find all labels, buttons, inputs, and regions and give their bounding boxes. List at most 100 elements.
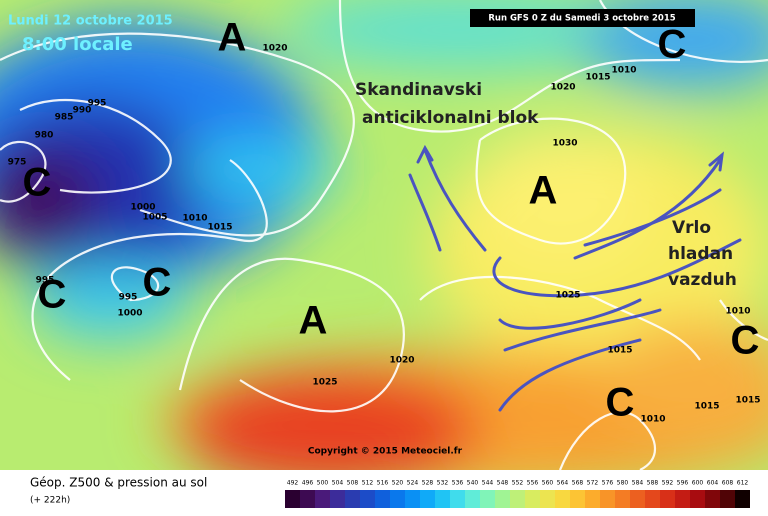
scale-label: 544: [482, 480, 494, 487]
scale-label: 520: [392, 480, 404, 487]
scale-label: 500: [317, 480, 329, 487]
scale-label: 528: [422, 480, 434, 487]
run-info: Run GFS 0 Z du Samedi 3 octobre 2015: [488, 14, 675, 24]
scale-swatch: [690, 490, 705, 508]
isobar-label: 995: [119, 293, 138, 303]
isobars: [0, 0, 768, 413]
isobar-label: 985: [55, 113, 74, 123]
scale-swatch: [330, 490, 345, 508]
scale-swatch: [315, 490, 330, 508]
scale-swatch: [510, 490, 525, 508]
isobar-label: 1025: [312, 378, 337, 388]
scale-label: 572: [587, 480, 599, 487]
scale-label: 516: [377, 480, 389, 487]
scale-swatch: [360, 490, 375, 508]
low-center: C: [731, 319, 760, 363]
scale-label: 564: [557, 480, 569, 487]
isobar-label: 990: [73, 106, 92, 116]
isobar-label: 995: [88, 99, 107, 109]
isobar-label: 1015: [735, 396, 760, 406]
isobar-label: 1010: [725, 307, 750, 317]
scale-swatch: [600, 490, 615, 508]
isobar-label: 975: [8, 158, 27, 168]
scale-label: 504: [332, 480, 344, 487]
scale-label: 576: [602, 480, 614, 487]
scale-swatch: [465, 490, 480, 508]
low-center: C: [658, 23, 687, 67]
scale-label: 584: [632, 480, 644, 487]
color-scale: 492 496 500 504 508 512 516 520 524 528 532 536 540 5…: [285, 480, 750, 508]
scale-label: 568: [572, 480, 584, 487]
legend-subtitle: (+ 222h): [30, 496, 70, 506]
scale-swatch: [570, 490, 585, 508]
scale-swatch: [675, 490, 690, 508]
scale-swatch: [660, 490, 675, 508]
isobar-label: 1010: [182, 214, 207, 224]
scale-label: 608: [722, 480, 734, 487]
scale-swatch: [630, 490, 645, 508]
scale-label: 512: [362, 480, 374, 487]
isobar-label: 1015: [694, 402, 719, 412]
scale-label: 604: [707, 480, 719, 487]
scale-swatch: [405, 490, 420, 508]
pressure-centers: A C C A C C A C C: [23, 16, 760, 425]
scale-swatch: [420, 490, 435, 508]
scale-swatch: [720, 490, 735, 508]
annotation: Vrlo: [672, 218, 711, 238]
isobar-label: 980: [35, 131, 54, 141]
scale-label: 492: [287, 480, 299, 487]
scale-label: 556: [527, 480, 539, 487]
isobar-label: 1030: [552, 139, 577, 149]
scale-swatch: [495, 490, 510, 508]
scale-swatch: [645, 490, 660, 508]
scale-swatch: [705, 490, 720, 508]
isobar-label: 1010: [611, 66, 636, 76]
low-center: C: [606, 381, 635, 425]
high-center: A: [529, 169, 558, 213]
annotation-arrows: [408, 144, 742, 412]
isobar-label: 1000: [130, 203, 155, 213]
scale-label: 540: [467, 480, 479, 487]
scale-swatch: [435, 490, 450, 508]
scale-swatch: [300, 490, 315, 508]
copyright: Copyright © 2015 Meteociel.fr: [308, 447, 463, 457]
low-center: C: [143, 261, 172, 305]
isobar-label: 1005: [142, 213, 167, 223]
scale-label: 532: [437, 480, 449, 487]
low-center: C: [38, 273, 67, 317]
scale-label: 596: [677, 480, 689, 487]
annotation: anticiklonalni blok: [362, 108, 539, 128]
background-field: [0, 0, 768, 470]
scale-swatch: [615, 490, 630, 508]
isobar-label: 1015: [207, 223, 232, 233]
isobar-label: 1020: [389, 356, 414, 366]
time: 8:00 locale: [22, 34, 133, 55]
isobar-label: 1000: [117, 309, 142, 319]
low-center: C: [23, 161, 52, 205]
annotation: Skandinavski: [355, 80, 482, 100]
scale-swatch: [480, 490, 495, 508]
scale-label: 548: [497, 480, 509, 487]
scale-label: 524: [407, 480, 419, 487]
legend-title: Géop. Z500 & pression au sol: [30, 476, 207, 490]
scale-label: 536: [452, 480, 464, 487]
scale-swatch: [450, 490, 465, 508]
scale-swatch: [345, 490, 360, 508]
scale-label: 508: [347, 480, 359, 487]
scale-label: 560: [542, 480, 554, 487]
scale-swatch: [540, 490, 555, 508]
isobar-label: 1015: [585, 73, 610, 83]
scale-label: 552: [512, 480, 524, 487]
scale-label: 592: [662, 480, 674, 487]
high-center: A: [218, 16, 247, 60]
annotation: vazduh: [668, 270, 737, 290]
isobar-label: 1010: [640, 415, 665, 425]
scale-label: 588: [647, 480, 659, 487]
isobar-label: 1020: [550, 83, 575, 93]
date: Lundi 12 octobre 2015: [8, 14, 173, 29]
isobar-label: 1025: [555, 291, 580, 301]
scale-swatch: [375, 490, 390, 508]
scale-swatch: [390, 490, 405, 508]
